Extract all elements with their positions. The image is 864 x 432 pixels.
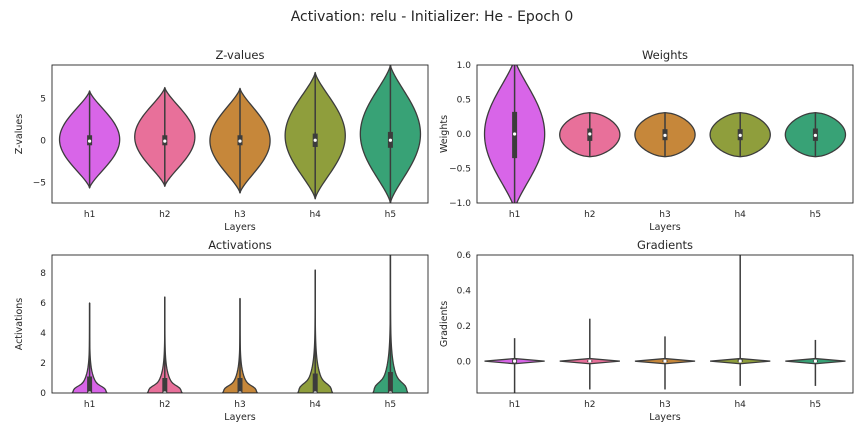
z-values-ytick-label: 5 — [40, 95, 46, 105]
gradients-median-point-h1 — [513, 359, 517, 363]
z-values-ytick-label: −5 — [33, 178, 46, 188]
weights-ytick-label: 1.0 — [457, 61, 472, 71]
gradients-violin-h3 — [634, 336, 696, 390]
activations-violin-h2 — [146, 296, 183, 393]
weights-median-point-h3 — [663, 133, 667, 137]
z-values-ytick-label: 0 — [40, 136, 46, 146]
gradients-xtick-label-h2: h2 — [584, 400, 595, 410]
weights-violin-h3 — [634, 111, 696, 158]
gradients-axes-frame — [476, 254, 854, 394]
gradients-title: Gradients — [637, 238, 693, 252]
z-values-xtick-label-h2: h2 — [159, 210, 170, 220]
weights-axes-frame — [476, 64, 854, 204]
weights-xtick-label-h1: h1 — [509, 210, 520, 220]
gradients-ytick-label: 0.4 — [457, 287, 472, 297]
weights-ytick-label: −1.0 — [449, 199, 471, 209]
z-values-ylabel: Z-values — [14, 114, 25, 154]
gradients-median-point-h2 — [588, 359, 592, 363]
gradients-median-point-h4 — [738, 359, 742, 363]
activations-violin-h4 — [297, 269, 334, 393]
z-values-title: Z-values — [216, 48, 265, 62]
gradients-median-point-h5 — [813, 359, 818, 363]
activations-violin-h3 — [221, 297, 259, 393]
weights-violin-h4 — [709, 111, 771, 158]
weights-xtick-label-h5: h5 — [810, 210, 821, 220]
z-values-xtick-label-h3: h3 — [234, 210, 245, 220]
z-values-median-point-h3 — [238, 139, 242, 143]
z-values-xtick-label-h5: h5 — [385, 210, 396, 220]
activations-ytick-label: 8 — [40, 269, 46, 279]
panel-gradients: Gradients h1 h2 h3 h4 h5 0.0 0.2 0.4 0.6 Layers Gra… — [439, 238, 854, 423]
gradients-violin-h4 — [710, 255, 771, 386]
gradients-xtick-label-h3: h3 — [659, 400, 670, 410]
activations-xtick-label-h1: h1 — [84, 400, 95, 410]
z-values-median-point-h4 — [313, 138, 317, 142]
weights-violin-h1 — [483, 65, 546, 203]
panel-z-values: Z-values h1 h2 h3 h4 h5 −5 0 5 Layers Z-values — [14, 48, 429, 233]
activations-title: Activations — [208, 238, 272, 252]
z-values-xtick-label-h1: h1 — [84, 210, 95, 220]
gradients-violin-h2 — [559, 318, 620, 390]
activations-ylabel: Activations — [14, 298, 25, 351]
weights-xtick-label-h4: h4 — [734, 210, 746, 220]
figure-suptitle: Activation: relu - Initializer: He - Epo… — [291, 9, 574, 25]
weights-ytick-label: 0.0 — [457, 130, 472, 140]
activations-violin-h5 — [372, 255, 409, 393]
panel-activations: Activations h1 h2 h3 h4 h5 0 2 4 6 8 Layers Activati… — [14, 238, 429, 423]
gradients-xtick-label-h5: h5 — [810, 400, 821, 410]
gradients-ytick-label: 0.6 — [457, 251, 472, 261]
z-values-xlabel: Layers — [224, 222, 255, 233]
weights-median-point-h2 — [588, 132, 592, 136]
panel-weights: Weights h1 h2 h3 h4 h5 −1.0 −0.5 0.0 0.5 1.0 Layers… — [439, 48, 854, 233]
weights-plot-area — [483, 65, 847, 203]
z-values-plot-area — [58, 65, 422, 203]
z-values-median-point-h5 — [388, 138, 392, 142]
weights-xlabel: Layers — [649, 222, 680, 233]
activations-plot-area — [71, 255, 409, 393]
weights-xtick-label-h3: h3 — [659, 210, 670, 220]
activations-violin-h1 — [71, 302, 108, 393]
z-values-axes-frame — [51, 64, 429, 204]
activations-xtick-label-h2: h2 — [159, 400, 170, 410]
gradients-violin-h1 — [484, 338, 545, 393]
weights-median-point-h5 — [813, 133, 818, 137]
weights-ylabel: Weights — [439, 115, 450, 153]
z-values-violin-h5 — [359, 65, 422, 203]
weights-median-point-h4 — [738, 133, 742, 137]
activations-ytick-label: 4 — [40, 329, 46, 339]
z-values-median-point-h2 — [163, 139, 167, 143]
z-values-xtick-label-h4: h4 — [309, 210, 321, 220]
z-values-violin-h3 — [209, 87, 271, 194]
gradients-ytick-label: 0.2 — [457, 322, 471, 332]
activations-ytick-label: 6 — [40, 299, 46, 309]
activations-axes-frame — [51, 254, 429, 394]
weights-xtick-label-h2: h2 — [584, 210, 595, 220]
z-values-violin-h1 — [58, 90, 121, 189]
gradients-xlabel: Layers — [649, 412, 680, 423]
z-values-violin-h4 — [284, 71, 346, 200]
weights-ytick-label: 0.5 — [457, 96, 471, 106]
weights-violin-h2 — [559, 111, 621, 158]
gradients-xtick-label-h1: h1 — [509, 400, 520, 410]
activations-ytick-label: 2 — [40, 359, 46, 369]
activations-xlabel: Layers — [224, 412, 255, 423]
gradients-ylabel: Gradients — [439, 301, 450, 347]
gradients-ytick-label: 0.0 — [457, 357, 472, 367]
gradients-plot-area — [484, 255, 846, 393]
activations-xtick-label-h4: h4 — [309, 400, 321, 410]
z-values-violin-h2 — [134, 86, 196, 187]
weights-title: Weights — [642, 48, 688, 62]
weights-ytick-label: −0.5 — [449, 165, 471, 175]
gradients-median-point-h3 — [663, 359, 667, 363]
weights-violin-h5 — [784, 111, 847, 158]
gradients-xtick-label-h4: h4 — [734, 400, 746, 410]
activations-xtick-label-h5: h5 — [385, 400, 396, 410]
gradients-violin-h5 — [785, 339, 846, 386]
z-values-median-point-h1 — [88, 139, 92, 143]
activations-xtick-label-h3: h3 — [234, 400, 245, 410]
activations-ytick-label: 0 — [40, 389, 46, 399]
weights-median-point-h1 — [513, 132, 517, 136]
